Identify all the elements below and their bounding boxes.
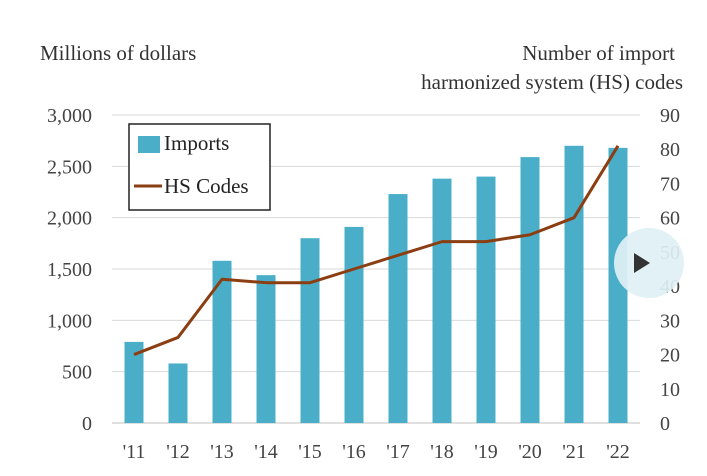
left-tick-label: 1,000	[47, 310, 92, 332]
left-tick-labels: 0 500 1,000 1,500 2,000 2,500 3,000	[47, 105, 92, 435]
x-tick-label: '22	[606, 441, 630, 463]
right-axis-title-line1: Number of import	[522, 41, 675, 65]
bar	[608, 147, 628, 423]
left-axis-title: Millions of dollars	[40, 41, 196, 65]
right-tick-label: 10	[660, 379, 680, 401]
play-button[interactable]	[614, 228, 684, 298]
bar	[476, 176, 496, 423]
x-tick-label: '19	[474, 441, 498, 463]
bar	[432, 178, 452, 423]
x-tick-label: '12	[166, 441, 190, 463]
left-tick-label: 0	[82, 413, 92, 435]
bar	[344, 226, 364, 423]
bar	[564, 145, 584, 424]
left-tick-label: 3,000	[47, 105, 92, 127]
x-tick-label: '14	[254, 441, 278, 463]
right-tick-label: 90	[660, 105, 680, 127]
bar	[256, 275, 276, 423]
x-tick-label: '21	[562, 441, 586, 463]
hs-codes-line	[133, 145, 620, 356]
right-tick-label: 60	[660, 208, 680, 230]
bar	[520, 157, 540, 424]
right-tick-label: 70	[660, 173, 680, 195]
play-icon	[634, 253, 650, 273]
bar	[388, 194, 408, 423]
bars	[124, 145, 628, 424]
right-tick-label: 0	[660, 413, 670, 435]
legend: Imports HS Codes	[128, 123, 271, 211]
legend-label-imports: Imports	[164, 131, 229, 155]
right-tick-label: 30	[660, 310, 680, 332]
line-series	[133, 145, 620, 356]
x-tick-label: '15	[298, 441, 322, 463]
bar	[168, 363, 188, 423]
x-tick-label: '16	[342, 441, 366, 463]
legend-swatch-imports	[138, 136, 160, 153]
left-tick-label: 1,500	[47, 259, 92, 281]
x-tick-label: '11	[123, 441, 146, 463]
legend-label-hs-codes: HS Codes	[164, 174, 249, 198]
x-tick-labels: '11 '12 '13 '14 '15 '16 '17 '18 '19 '20 '21 '22	[123, 441, 630, 463]
x-tick-label: '17	[386, 441, 410, 463]
bar	[212, 260, 232, 423]
left-tick-label: 2,000	[47, 208, 92, 230]
bar	[124, 341, 144, 423]
bar	[300, 238, 320, 423]
x-tick-label: '13	[210, 441, 234, 463]
right-axis-title-line2: harmonized system (HS) codes	[421, 70, 683, 94]
right-tick-label: 80	[660, 139, 680, 161]
right-tick-label: 20	[660, 345, 680, 367]
left-tick-label: 500	[62, 362, 92, 384]
x-tick-label: '20	[518, 441, 542, 463]
left-tick-label: 2,500	[47, 156, 92, 178]
x-tick-label: '18	[430, 441, 454, 463]
